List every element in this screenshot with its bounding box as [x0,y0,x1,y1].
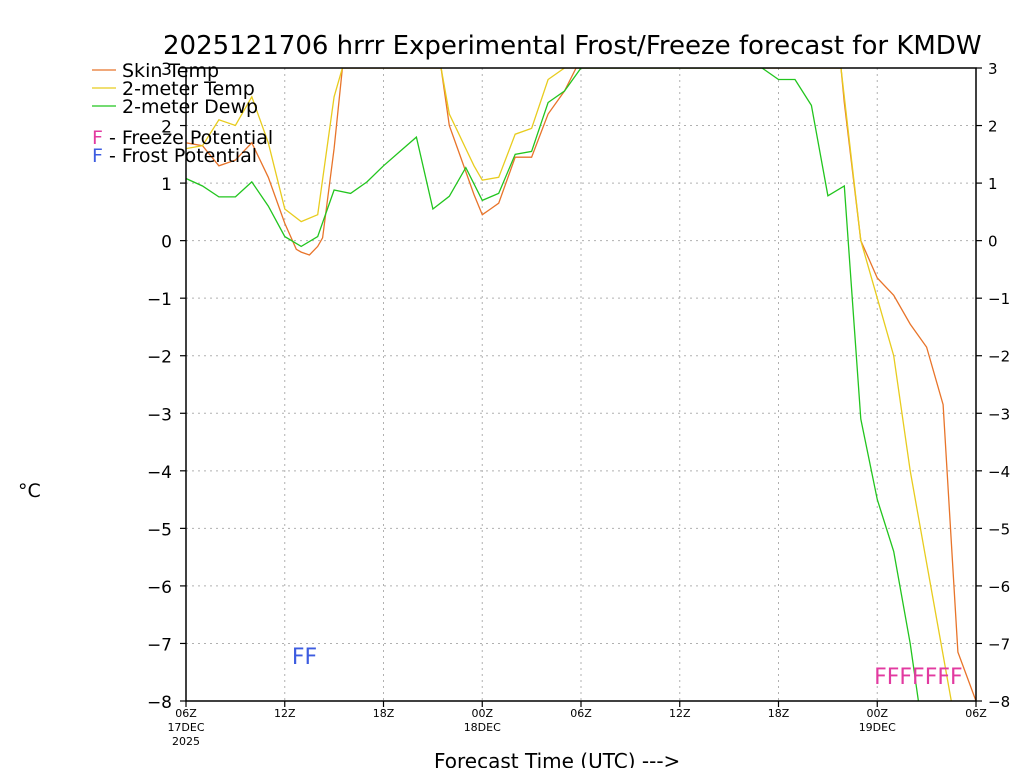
y-tick-label-right: −8 [988,693,1010,711]
y-tick-label-right: −4 [988,463,1010,481]
y-axis-label: °C [18,480,41,502]
series-line-2-meter-temp [186,68,952,701]
y-tick-label-right: 0 [988,233,998,251]
y-tick-label-left: 0 [161,233,172,253]
y-tick-label-right: 1 [988,175,998,193]
y-tick-label-right: −3 [988,405,1010,423]
x-tick-label: 18Z [768,707,790,720]
frost-potential-marker: FF [292,645,317,670]
y-tick-label-left: 1 [161,175,172,195]
x-tick-label: 00Z [471,707,493,720]
series-group [186,68,976,701]
x-tick-date: 19DEC [859,721,896,734]
y-tick-label-right: −2 [988,348,1010,366]
y-tick-label-right: 3 [988,60,998,78]
y-tick-label-left: −4 [147,463,172,483]
x-tick-label: 12Z [274,707,296,720]
legend-entry-label: 2-meter Temp [122,78,255,100]
y-tick-label-right: −6 [988,578,1010,596]
x-tick-label: 06Z [570,707,592,720]
y-tick-label-right: −1 [988,290,1010,308]
x-tick-date: 18DEC [464,721,501,734]
y-tick-label-left: −1 [147,290,172,310]
series-line-2-meter-dewp [186,68,920,701]
y-tick-label-left: −7 [147,635,172,655]
x-tick-label: 06Z [175,707,197,720]
y-tick-label-left: −8 [147,693,172,713]
x-tick-year: 2025 [172,735,200,748]
y-tick-label-left: −2 [147,348,172,368]
legend-potential-label: F - Frost Potential [92,145,257,167]
y-tick-label-right: −5 [988,520,1010,538]
x-tick-label: 18Z [373,707,395,720]
legend-entry-label: 2-meter Dewp [122,96,258,118]
y-tick-label-left: −5 [147,520,172,540]
series-line-skin-temp [186,68,976,701]
chart-title: 2025121706 hrrr Experimental Frost/Freez… [163,31,982,61]
y-tick-label-left: 3 [161,60,172,80]
x-tick-label: 00Z [866,707,888,720]
grid-lines [185,67,977,702]
freeze-potential-marker: FFFFFFF [874,665,963,690]
x-tick-label: 06Z [965,707,987,720]
y-tick-label-left: −3 [147,405,172,425]
y-tick-label-left: 2 [161,118,172,138]
x-tick-date: 17DEC [167,721,204,734]
y-axis-ticks: 3 3 2 2 1 1 0 0 −1 −1 −2 −2 −3 −3 −4 −4 −5 −5 −6 −6 −7 −7 −8 −8 [147,60,1010,713]
plot-frame [185,67,977,702]
x-axis-label: Forecast Time (UTC) ---> [434,749,680,768]
y-tick-label-right: 2 [988,118,998,136]
legend-potential-label: F - Freeze Potential [92,127,273,149]
y-tick-label-right: −7 [988,635,1010,653]
y-tick-label-left: −6 [147,578,172,598]
legend-entry-label: Skin Temp [122,60,219,82]
x-tick-label: 12Z [669,707,691,720]
